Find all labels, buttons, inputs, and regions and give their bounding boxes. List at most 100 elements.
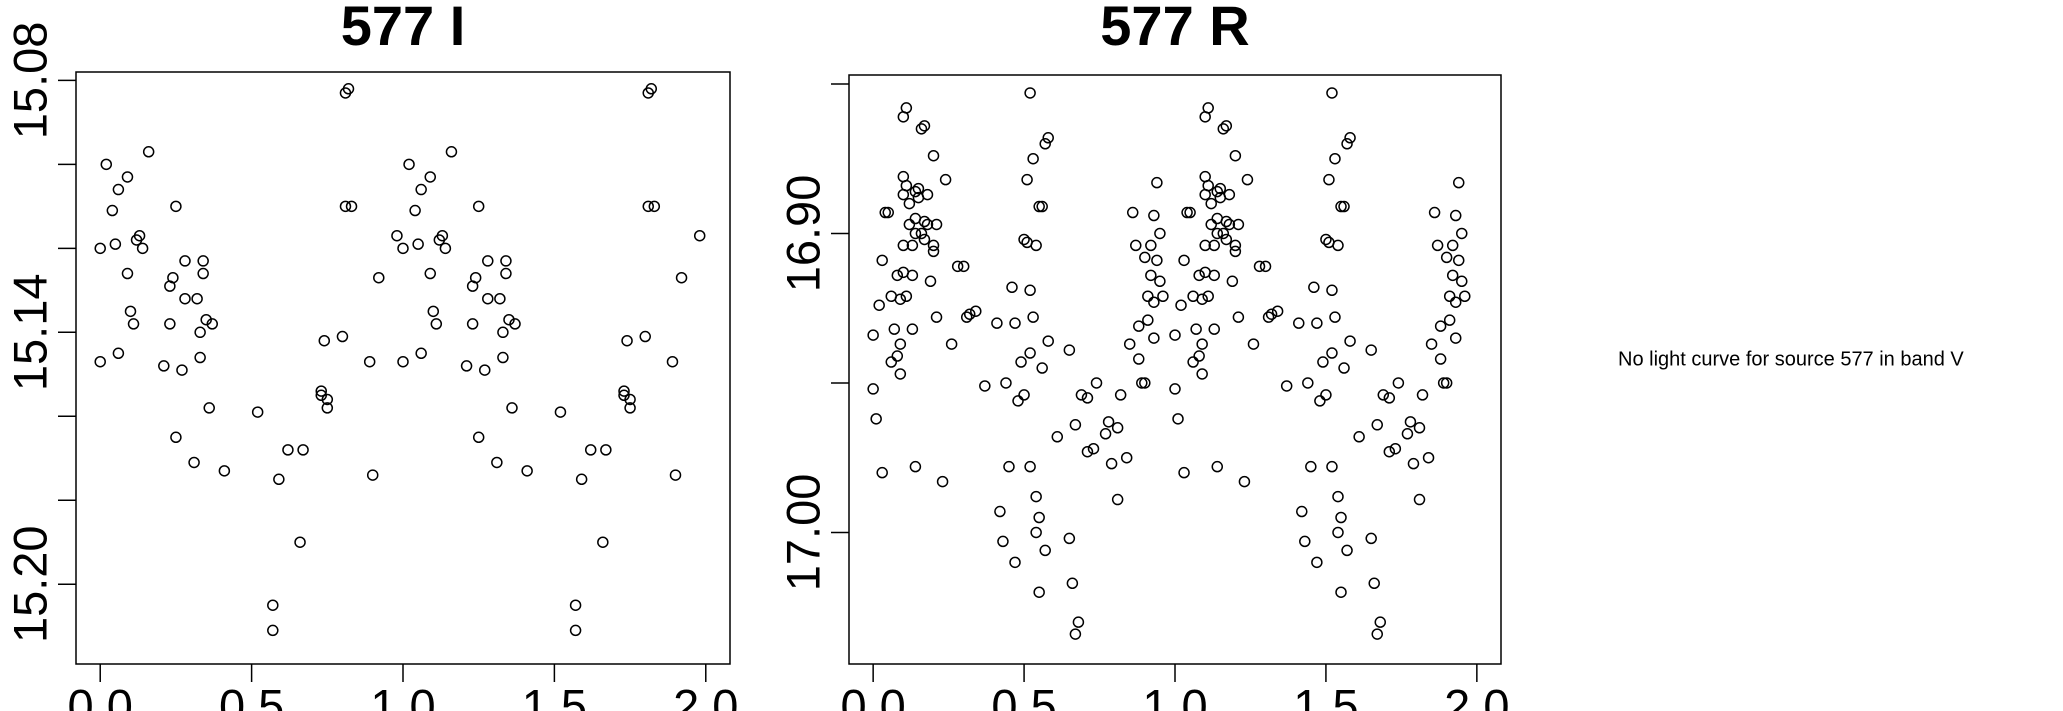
data-point bbox=[472, 431, 485, 444]
data-point bbox=[500, 255, 512, 267]
data-point bbox=[1202, 290, 1214, 302]
data-point bbox=[1338, 362, 1350, 374]
data-point bbox=[112, 347, 125, 360]
data-point bbox=[509, 318, 521, 330]
data-point bbox=[867, 329, 879, 341]
data-point bbox=[479, 364, 491, 376]
data-point bbox=[1111, 493, 1124, 506]
data-point bbox=[1178, 466, 1190, 479]
data-point bbox=[693, 229, 706, 242]
data-point bbox=[1169, 329, 1181, 341]
data-point bbox=[1151, 254, 1163, 267]
data-point bbox=[621, 334, 633, 347]
data-point bbox=[900, 290, 913, 302]
plot-frame bbox=[848, 74, 1502, 665]
data-point bbox=[927, 149, 940, 162]
data-point bbox=[897, 239, 910, 252]
data-point bbox=[900, 179, 913, 192]
x-tick-label: 0.0 bbox=[68, 679, 133, 711]
data-point bbox=[921, 218, 934, 231]
data-point bbox=[1377, 389, 1390, 401]
data-point bbox=[642, 200, 654, 213]
data-point bbox=[1030, 526, 1042, 539]
data-point bbox=[1326, 87, 1338, 99]
data-point bbox=[1229, 239, 1242, 252]
data-point bbox=[1208, 269, 1220, 282]
data-point bbox=[1428, 206, 1441, 219]
data-point bbox=[121, 171, 134, 183]
data-point bbox=[569, 624, 582, 637]
data-point bbox=[879, 206, 891, 219]
data-point bbox=[158, 360, 170, 372]
data-point bbox=[1145, 239, 1157, 252]
data-point bbox=[648, 200, 661, 213]
data-point bbox=[1449, 332, 1462, 344]
data-point bbox=[403, 158, 415, 171]
data-point bbox=[1024, 347, 1036, 359]
data-point bbox=[1021, 173, 1033, 186]
data-point bbox=[136, 242, 149, 255]
data-point bbox=[1039, 138, 1051, 150]
data-point bbox=[109, 238, 122, 250]
x-tick-label: 1.5 bbox=[522, 679, 587, 711]
data-point bbox=[1196, 338, 1208, 350]
data-point bbox=[1190, 323, 1202, 335]
data-point bbox=[1220, 233, 1233, 246]
data-point bbox=[669, 469, 682, 481]
data-point bbox=[194, 351, 206, 364]
data-point bbox=[1154, 275, 1166, 288]
data-point bbox=[939, 173, 952, 186]
data-point bbox=[1069, 628, 1082, 640]
data-point bbox=[894, 338, 907, 350]
data-point bbox=[1434, 320, 1447, 332]
data-point bbox=[1199, 239, 1211, 252]
data-point bbox=[1335, 586, 1347, 598]
data-point bbox=[1036, 200, 1048, 213]
data-point bbox=[1280, 380, 1293, 392]
data-point bbox=[315, 385, 327, 397]
data-point bbox=[1099, 428, 1112, 440]
data-point bbox=[906, 323, 919, 335]
data-point bbox=[1033, 511, 1045, 524]
data-point bbox=[1081, 392, 1094, 404]
data-point bbox=[1151, 176, 1163, 189]
data-point bbox=[1459, 290, 1471, 302]
data-point bbox=[1009, 556, 1021, 569]
data-point bbox=[1066, 577, 1079, 590]
data-point bbox=[1422, 451, 1435, 464]
data-point bbox=[188, 456, 200, 469]
data-point bbox=[472, 200, 485, 213]
data-point bbox=[133, 229, 146, 242]
chart-title: 577 I bbox=[341, 0, 466, 57]
data-point bbox=[1063, 344, 1076, 356]
data-point bbox=[1232, 218, 1245, 231]
data-point bbox=[106, 204, 119, 217]
data-point bbox=[1226, 275, 1239, 288]
data-point bbox=[1114, 389, 1127, 401]
data-point bbox=[1326, 284, 1338, 297]
x-tick-label: 1.0 bbox=[370, 679, 435, 711]
data-point bbox=[1024, 284, 1036, 297]
data-point bbox=[1211, 185, 1224, 198]
data-point bbox=[906, 269, 919, 282]
data-point bbox=[1341, 138, 1353, 150]
data-point bbox=[203, 402, 215, 414]
data-point bbox=[363, 355, 376, 368]
data-point bbox=[1208, 239, 1220, 252]
data-point bbox=[321, 402, 334, 414]
data-point bbox=[924, 275, 937, 288]
x-tick-label: 2.0 bbox=[673, 679, 738, 711]
data-point bbox=[1205, 197, 1217, 210]
data-point bbox=[554, 406, 567, 418]
plot-frame bbox=[75, 71, 731, 665]
data-point bbox=[1365, 532, 1377, 545]
data-point bbox=[1296, 505, 1308, 518]
data-point bbox=[197, 255, 209, 267]
data-point bbox=[597, 536, 609, 548]
data-point bbox=[639, 330, 651, 343]
data-point bbox=[970, 305, 982, 317]
data-point bbox=[963, 308, 976, 320]
data-point bbox=[918, 233, 931, 246]
data-point bbox=[100, 158, 113, 171]
